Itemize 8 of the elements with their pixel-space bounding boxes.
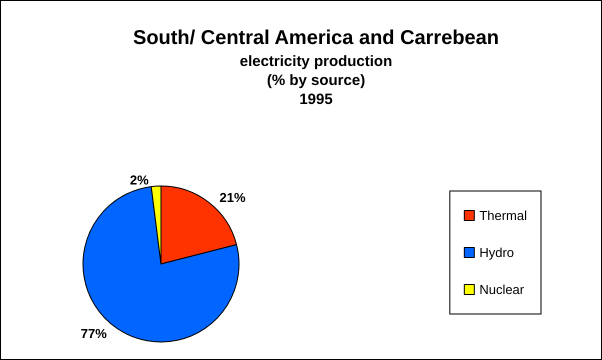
chart-title: South/ Central America and Carrebean — [132, 27, 500, 49]
legend-label: Nuclear — [479, 282, 525, 297]
chart-subtitle: electricity production (% by source) 1995 — [240, 53, 392, 108]
data-label: 21% — [219, 190, 246, 206]
legend-label: Thermal — [479, 208, 528, 223]
legend-label: Hydro — [479, 245, 514, 260]
data-label: 77% — [80, 326, 108, 341]
data-label: 2% — [130, 172, 150, 188]
